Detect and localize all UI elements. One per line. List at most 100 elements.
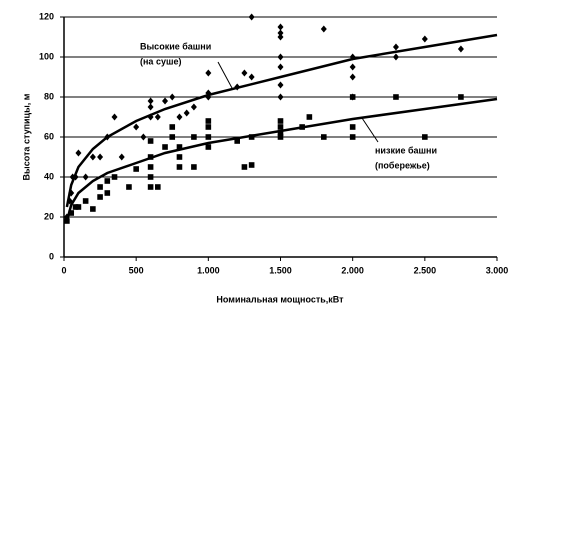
diamond-point <box>75 149 82 157</box>
annotation: (побережье) <box>375 160 430 170</box>
square-point <box>422 134 428 140</box>
square-point <box>126 184 132 190</box>
annotation-leader <box>361 117 379 143</box>
square-point <box>205 144 212 150</box>
square-point <box>97 194 103 200</box>
x-tick-label: 1.000 <box>197 265 220 275</box>
diamond-point <box>183 109 190 117</box>
y-tick-label: 120 <box>39 11 54 21</box>
diamond-point <box>133 123 140 131</box>
square-point <box>458 94 464 100</box>
square-point <box>133 166 139 172</box>
square-point <box>277 130 284 136</box>
diamond-point <box>320 25 327 33</box>
diamond-point <box>277 63 284 71</box>
y-tick-label: 40 <box>44 171 54 181</box>
square-point <box>277 134 284 140</box>
diamond-point <box>248 73 255 81</box>
y-tick-label: 20 <box>44 211 54 221</box>
square-point <box>68 210 75 216</box>
annotation: низкие башни <box>375 145 437 155</box>
diamond-point <box>457 45 464 53</box>
square-point <box>82 198 89 204</box>
square-point <box>111 174 118 180</box>
square-point <box>248 162 255 168</box>
square-point <box>277 124 284 130</box>
diamond-point <box>277 93 284 101</box>
diamond-point <box>277 33 284 41</box>
trend-line <box>65 97 498 222</box>
square-point <box>176 144 183 150</box>
diamond-point <box>169 93 176 101</box>
x-axis-label: Номинальная мощность,кВт <box>216 294 344 304</box>
square-point <box>90 206 96 212</box>
y-tick-label: 0 <box>49 251 54 261</box>
square-point <box>75 204 82 210</box>
square-point <box>155 184 161 190</box>
square-point <box>147 184 154 190</box>
square-point <box>97 184 103 190</box>
diamond-point <box>349 63 356 71</box>
square-point <box>349 134 356 140</box>
diamond-point <box>140 133 147 141</box>
diamond-point <box>241 69 248 77</box>
square-point <box>169 124 176 130</box>
square-point <box>306 114 313 120</box>
diamond-point <box>277 29 284 37</box>
diamond-point <box>277 53 284 61</box>
diamond-point <box>349 73 356 81</box>
x-tick-label: 500 <box>129 265 144 275</box>
diamond-point <box>111 113 118 121</box>
annotation: (на суше) <box>140 56 181 66</box>
x-tick-label: 3.000 <box>486 265 509 275</box>
square-point <box>191 164 197 170</box>
annotation-leader <box>217 61 233 89</box>
y-tick-label: 100 <box>39 51 54 61</box>
square-point <box>277 118 284 124</box>
square-point <box>176 154 183 160</box>
y-axis-label: Высота ступицы, м <box>21 93 31 180</box>
square-point <box>321 134 327 140</box>
square-point <box>205 118 212 124</box>
square-point <box>169 134 176 140</box>
y-tick-label: 60 <box>44 131 54 141</box>
square-point <box>147 138 154 144</box>
diamond-point <box>82 173 89 181</box>
diamond-point <box>190 103 197 111</box>
square-point <box>349 94 356 100</box>
diamond-point <box>205 69 212 77</box>
square-point <box>241 164 248 170</box>
diamond-point <box>176 113 183 121</box>
x-tick-label: 2.000 <box>341 265 364 275</box>
square-point <box>393 94 399 100</box>
diamond-point <box>118 153 125 161</box>
square-point <box>176 164 183 170</box>
square-point <box>104 190 111 196</box>
square-point <box>234 138 240 144</box>
diamond-point <box>277 81 284 89</box>
diamond-point <box>147 97 154 105</box>
square-point <box>104 178 111 184</box>
trend-line <box>65 33 498 208</box>
diamond-point <box>97 153 104 161</box>
diamond-point <box>392 53 399 61</box>
square-point <box>205 134 212 140</box>
x-tick-label: 2.500 <box>414 265 437 275</box>
diamond-point <box>392 43 399 51</box>
diamond-point <box>154 113 161 121</box>
x-tick-label: 0 <box>61 265 66 275</box>
square-point <box>191 134 197 140</box>
diamond-point <box>248 13 255 21</box>
square-point <box>162 144 168 150</box>
square-point <box>147 174 154 180</box>
diamond-point <box>147 103 154 111</box>
square-point <box>349 124 356 130</box>
diamond-point <box>421 35 428 43</box>
diamond-point <box>162 97 169 105</box>
square-point <box>72 204 79 210</box>
diamond-point <box>277 23 284 31</box>
y-tick-label: 80 <box>44 91 54 101</box>
annotation: Высокие башни <box>140 41 211 51</box>
